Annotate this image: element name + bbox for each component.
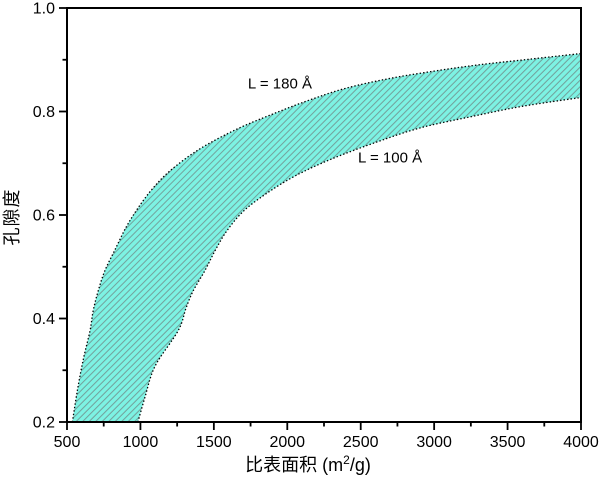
y-tick-label: 0.6 (33, 208, 55, 225)
x-axis-title-superscript: 2 (343, 453, 350, 467)
x-tick-label: 2500 (343, 434, 379, 451)
x-tick-label: 4000 (563, 434, 599, 451)
x-axis-title-unit: /g) (349, 455, 371, 475)
x-tick-label: 500 (54, 434, 81, 451)
x-tick-label: 3500 (490, 434, 526, 451)
lower-curve-L100 (137, 96, 582, 423)
x-tick-label: 2000 (269, 434, 305, 451)
y-tick-label: 0.8 (33, 104, 55, 121)
x-axis-title: 比表面积 (m2/g) (245, 451, 371, 477)
x-tick-label: 1500 (196, 434, 232, 451)
y-tick-label: 0.2 (33, 415, 55, 432)
hatched-band-region (72, 53, 582, 422)
y-axis-title: 孔隙度 (2, 188, 22, 246)
y-tick-label: 0.4 (33, 311, 55, 328)
curve-label-L180: L = 180 Å (247, 75, 312, 93)
x-tick-label: 3000 (416, 434, 452, 451)
curve-label-L100: L = 100 Å (358, 149, 423, 167)
x-axis-title-text: 比表面积 (m (245, 455, 344, 475)
y-tick-label: 1.0 (33, 1, 55, 18)
plot-frame (66, 7, 582, 423)
x-tick-label: 1000 (123, 434, 159, 451)
